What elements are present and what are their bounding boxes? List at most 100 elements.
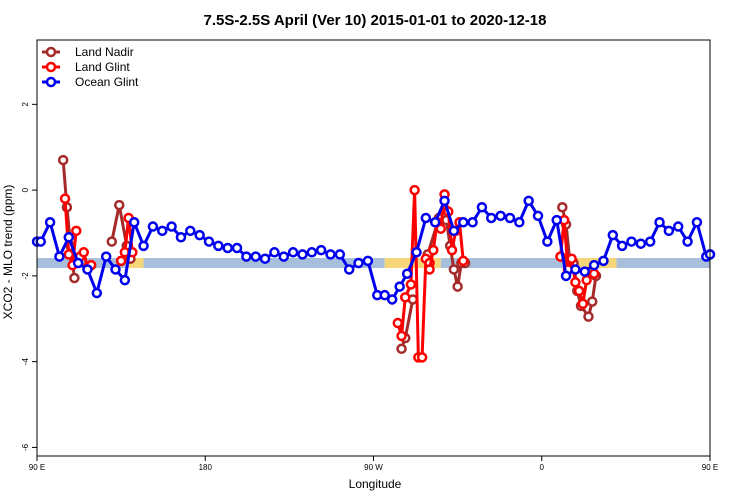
data-point <box>54 251 65 262</box>
data-point <box>334 249 346 260</box>
band-segment <box>440 258 565 269</box>
data-point <box>457 255 469 267</box>
data-point <box>663 225 675 237</box>
data-point <box>325 249 336 260</box>
data-point <box>231 242 243 254</box>
data-point <box>115 255 127 267</box>
series-line <box>37 199 711 301</box>
series-group <box>31 154 716 363</box>
y-axis: 2 0 -2 -4 -6 <box>21 102 37 451</box>
background-band <box>37 258 710 269</box>
data-point <box>278 251 290 262</box>
data-point <box>100 251 112 262</box>
legend-swatch-marker <box>45 61 57 73</box>
series-ocean-glint <box>31 195 716 305</box>
data-point <box>428 244 439 256</box>
data-point <box>138 240 149 252</box>
data-point <box>476 202 488 213</box>
data-point <box>586 296 598 307</box>
data-point <box>570 277 581 288</box>
data-point <box>119 274 131 286</box>
data-point <box>400 292 411 303</box>
x-axis: 90 E 180 90 W 0 90 E <box>29 456 718 472</box>
data-point <box>44 217 56 228</box>
data-point <box>626 236 637 247</box>
y-tick-label: 2 <box>21 102 30 107</box>
data-point <box>452 281 463 292</box>
data-point <box>514 217 525 228</box>
data-point <box>396 330 407 342</box>
data-point <box>588 268 600 279</box>
data-point <box>523 195 534 207</box>
data-point <box>59 193 71 204</box>
data-point <box>396 343 407 355</box>
data-point <box>598 255 609 267</box>
data-point <box>63 232 75 243</box>
data-point <box>486 212 497 224</box>
data-point <box>583 311 594 322</box>
data-point <box>495 210 506 222</box>
data-point <box>504 212 516 224</box>
data-point <box>185 225 196 237</box>
data-point <box>616 240 628 252</box>
x-tick-label: 90 W <box>364 463 383 472</box>
data-point <box>588 259 600 271</box>
data-point <box>241 251 252 262</box>
data-point <box>222 242 233 254</box>
y-axis-label: XCO2 - MLO trend (ppm) <box>1 185 15 320</box>
data-point <box>420 212 432 224</box>
data-point <box>394 281 405 292</box>
data-point <box>203 236 215 247</box>
data-point <box>573 285 585 297</box>
data-point <box>306 247 318 258</box>
y-tick-label: -6 <box>21 443 30 451</box>
x-axis-label: Longitude <box>349 477 402 491</box>
data-point <box>557 202 568 213</box>
data-point <box>287 247 299 258</box>
y-tick-label: 0 <box>21 187 30 192</box>
data-point <box>446 244 458 256</box>
data-point <box>551 214 562 226</box>
x-tick-label: 0 <box>540 463 545 472</box>
data-point <box>82 264 93 275</box>
band-segment <box>616 258 710 269</box>
data-point <box>682 236 693 247</box>
data-point <box>353 257 364 269</box>
data-point <box>57 154 69 166</box>
data-point <box>542 236 553 247</box>
data-point <box>439 195 450 207</box>
data-point <box>379 289 390 301</box>
data-point <box>635 238 647 249</box>
data-point <box>467 217 478 228</box>
data-point <box>147 221 159 232</box>
data-point <box>448 225 460 237</box>
data-point <box>315 244 327 256</box>
data-point <box>581 274 592 286</box>
series-line <box>63 198 78 267</box>
data-point <box>691 217 703 228</box>
legend-item: Land Nadir <box>42 45 134 59</box>
data-point <box>269 247 280 258</box>
series-land-glint <box>59 184 600 363</box>
data-point <box>157 225 168 237</box>
data-point <box>654 217 665 228</box>
data-point <box>392 317 404 329</box>
data-point <box>35 236 46 247</box>
data-point <box>213 240 224 252</box>
data-point <box>166 221 177 232</box>
data-point <box>72 257 84 269</box>
data-point <box>259 253 271 264</box>
data-point <box>343 264 355 275</box>
legend-label: Land Glint <box>75 60 130 74</box>
data-point <box>411 247 422 258</box>
data-point <box>566 253 577 264</box>
legend-item: Ocean Glint <box>42 75 139 89</box>
data-point <box>579 266 590 277</box>
data-point <box>435 223 447 234</box>
data-point <box>386 294 398 305</box>
data-point <box>401 268 413 279</box>
data-point <box>91 287 103 299</box>
data-point <box>448 264 460 275</box>
